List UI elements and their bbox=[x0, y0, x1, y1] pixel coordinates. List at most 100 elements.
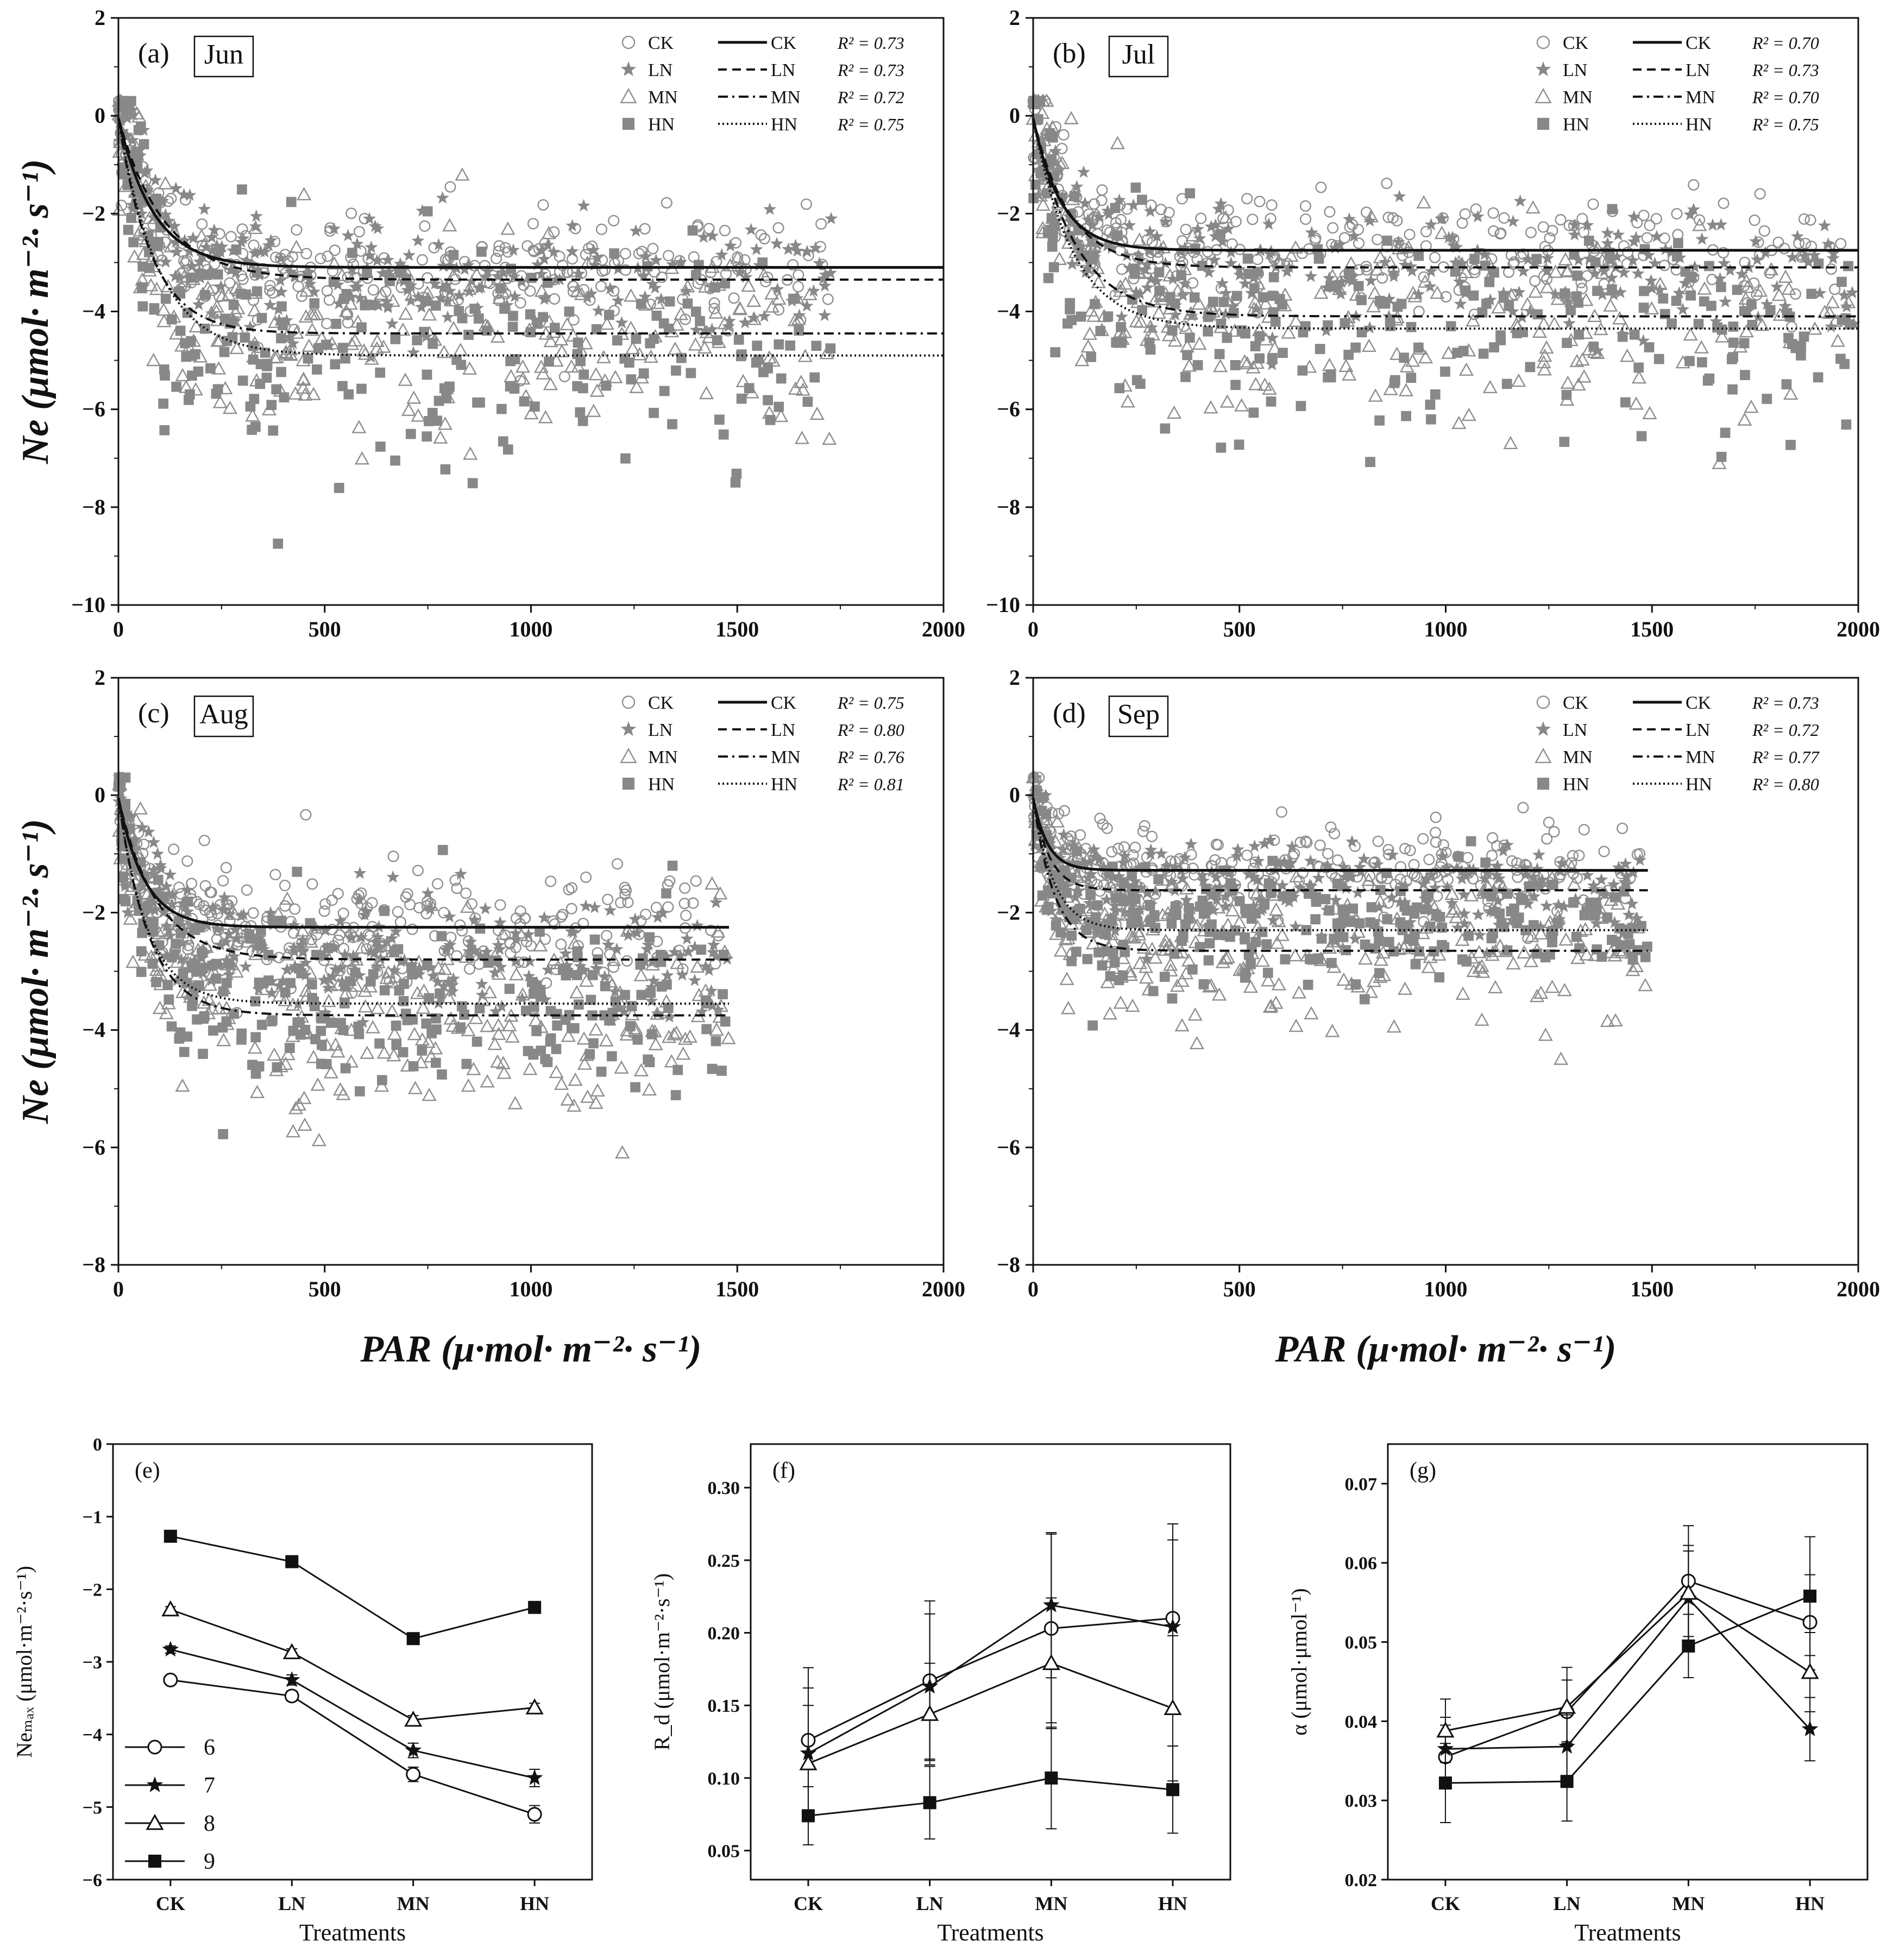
scatter-point-ln bbox=[1197, 874, 1210, 887]
scatter-point-ln bbox=[385, 931, 399, 944]
scatter-point-hn bbox=[662, 979, 672, 990]
scatter-point-hn bbox=[1588, 341, 1599, 352]
scatter-point-mn bbox=[1386, 1019, 1402, 1033]
scatter-point-mn bbox=[533, 938, 548, 951]
scatter-point-mn bbox=[1288, 240, 1303, 254]
scatter-point-mn bbox=[1281, 325, 1296, 339]
scatter-point-mn bbox=[1367, 286, 1382, 299]
scatter-point-mn bbox=[1271, 977, 1286, 991]
y-tick-label: 0.05 bbox=[1345, 1633, 1378, 1653]
scatter-point-ln bbox=[1219, 890, 1233, 903]
scatter-point-mn bbox=[1558, 252, 1573, 266]
scatter-point-ln bbox=[199, 240, 213, 253]
scatter-point-ck bbox=[1804, 214, 1816, 226]
scatter-point-ln bbox=[1706, 218, 1719, 231]
scatter-point-ck bbox=[1247, 880, 1259, 892]
scatter-point-hn bbox=[115, 779, 125, 790]
scatter-point-hn bbox=[197, 948, 207, 958]
scatter-point-hn bbox=[612, 335, 622, 346]
scatter-point-ln bbox=[1120, 249, 1134, 261]
x-tick-label: HN bbox=[1158, 1893, 1187, 1914]
scatter-point-ln bbox=[1513, 194, 1527, 207]
scatter-point-ln bbox=[186, 231, 200, 244]
scatter-point-hn bbox=[1145, 900, 1155, 911]
scatter-point-hn bbox=[1425, 399, 1436, 410]
scatter-point-ln bbox=[441, 294, 455, 307]
scatter-point-hn bbox=[250, 1032, 261, 1043]
scatter-point-hn bbox=[1706, 300, 1716, 311]
scatter-point-mn bbox=[1218, 951, 1234, 965]
scatter-point-hn bbox=[1499, 922, 1510, 932]
scatter-point-ln bbox=[1595, 873, 1608, 886]
data-point-9 bbox=[164, 1529, 177, 1543]
scatter-point-ln bbox=[1718, 256, 1731, 269]
legend-label: HN bbox=[1686, 115, 1712, 135]
scatter-point-mn bbox=[297, 1117, 312, 1131]
scatter-point-ln bbox=[770, 237, 784, 250]
scatter-point-ln bbox=[114, 792, 128, 805]
scatter-point-hn bbox=[154, 940, 165, 951]
scatter-point-ck bbox=[214, 899, 226, 911]
scatter-point-hn bbox=[794, 325, 804, 336]
scatter-point-ck bbox=[601, 930, 613, 942]
scatter-point-hn bbox=[1799, 331, 1809, 342]
scatter-point-ck bbox=[1525, 226, 1537, 238]
scatter-point-hn bbox=[1783, 332, 1794, 343]
scatter-point-mn bbox=[125, 954, 141, 968]
scatter-point-ln bbox=[1477, 887, 1491, 900]
scatter-point-hn bbox=[1236, 325, 1247, 336]
scatter-point-ln bbox=[332, 297, 345, 310]
scatter-point-hn bbox=[1702, 375, 1713, 386]
scatter-point-mn bbox=[1181, 953, 1197, 967]
scatter-point-ck bbox=[622, 896, 634, 909]
x-tick-label: 1500 bbox=[1630, 1277, 1674, 1301]
scatter-point-hn bbox=[1806, 288, 1817, 299]
scatter-point-hn bbox=[420, 296, 431, 306]
scatter-point-ln bbox=[354, 291, 367, 304]
scatter-point-ln bbox=[1066, 839, 1080, 852]
scatter-point-ln bbox=[1555, 856, 1569, 869]
scatter-point-ln bbox=[1826, 251, 1840, 264]
scatter-point-hn bbox=[1624, 939, 1635, 950]
month-box bbox=[193, 695, 254, 738]
legend-marker-ck bbox=[621, 695, 636, 709]
scatter-point-ln bbox=[112, 134, 126, 147]
scatter-point-ln bbox=[507, 270, 520, 283]
scatter-point-hn bbox=[587, 970, 598, 980]
scatter-point-hn bbox=[1401, 411, 1411, 421]
scatter-point-mn bbox=[299, 983, 314, 997]
scatter-point-hn bbox=[549, 323, 560, 333]
scatter-point-ln bbox=[1455, 257, 1468, 270]
scatter-point-mn bbox=[112, 144, 127, 158]
scatter-point-mn bbox=[1620, 348, 1635, 362]
scatter-point-ln bbox=[287, 918, 300, 931]
scatter-point-ln bbox=[1527, 890, 1541, 903]
scatter-point-ck bbox=[1300, 835, 1312, 847]
scatter-point-ln bbox=[329, 962, 342, 975]
scatter-point-mn bbox=[1466, 963, 1481, 978]
scatter-point-hn bbox=[1396, 299, 1407, 309]
scatter-point-hn bbox=[1696, 357, 1707, 368]
scatter-point-ck bbox=[463, 963, 476, 975]
scatter-point-mn bbox=[619, 1027, 634, 1041]
scatter-point-mn bbox=[1085, 234, 1101, 247]
scatter-point-hn bbox=[551, 1009, 562, 1019]
scatter-point-ln bbox=[1214, 197, 1228, 210]
scatter-point-hn bbox=[1110, 893, 1121, 904]
scatter-point-mn bbox=[1246, 301, 1262, 315]
scatter-point-mn bbox=[608, 370, 623, 383]
scatter-point-ln bbox=[1440, 861, 1454, 873]
scatter-point-ln bbox=[1821, 237, 1835, 250]
scatter-point-hn bbox=[574, 999, 584, 1010]
scatter-point-mn bbox=[1120, 394, 1135, 408]
scatter-point-hn bbox=[1353, 281, 1364, 292]
scatter-point-hn bbox=[1421, 891, 1431, 902]
scatter-point-ln bbox=[1202, 265, 1216, 278]
legend-label: LN bbox=[771, 720, 795, 740]
scatter-point-mn bbox=[339, 985, 354, 999]
data-point-9 bbox=[406, 1632, 420, 1646]
fit-curve-ck bbox=[117, 118, 944, 269]
scatter-point-ck bbox=[1163, 206, 1175, 219]
scatter-point-ck bbox=[422, 272, 433, 284]
scatter-point-ln bbox=[274, 285, 288, 298]
